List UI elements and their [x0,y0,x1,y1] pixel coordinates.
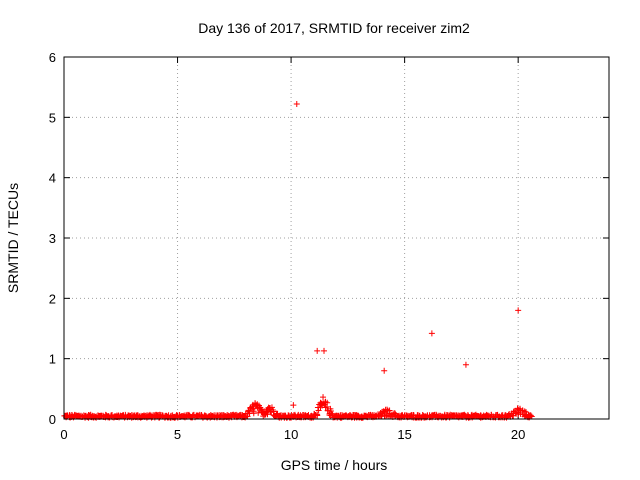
data-point-outlier [381,367,388,374]
x-tick-label: 0 [60,427,67,442]
x-tick-label: 20 [511,427,525,442]
y-tick-label: 5 [49,110,56,125]
y-tick-label: 4 [49,171,56,186]
x-tick-label: 10 [284,427,298,442]
y-axis: 0 1 2 3 4 5 6 [49,50,609,427]
data-point-outlier [321,347,328,354]
data-series [61,101,535,421]
y-axis-title: SRMTID / TECUs [5,183,21,293]
grid [64,57,609,419]
data-point [315,407,322,414]
data-point [318,401,325,408]
y-tick-label: 3 [49,231,56,246]
data-point [314,412,321,419]
data-point-outlier [290,402,297,409]
data-point [268,404,275,411]
x-axis: 0 5 10 15 20 [60,57,525,442]
x-tick-label: 15 [397,427,411,442]
data-point [527,412,534,419]
x-tick-label: 5 [174,427,181,442]
y-tick-label: 1 [49,352,56,367]
data-point-outlier [428,330,435,337]
y-tick-label: 2 [49,291,56,306]
data-point-outlier [293,101,300,108]
y-tick-label: 0 [49,412,56,427]
data-point-outlier [314,347,321,354]
data-point [363,412,370,419]
data-point [264,411,271,418]
data-point [322,404,329,411]
plot-border [63,56,610,420]
chart-title: Day 136 of 2017, SRMTID for receiver zim… [198,20,470,36]
data-point-outlier [462,361,469,368]
data-point [384,406,391,413]
data-point [320,394,327,401]
data-point-outlier [515,307,522,314]
data-point [324,399,331,406]
data-point [528,413,535,420]
y-tick-label: 6 [49,50,56,65]
x-axis-title: GPS time / hours [281,457,388,473]
